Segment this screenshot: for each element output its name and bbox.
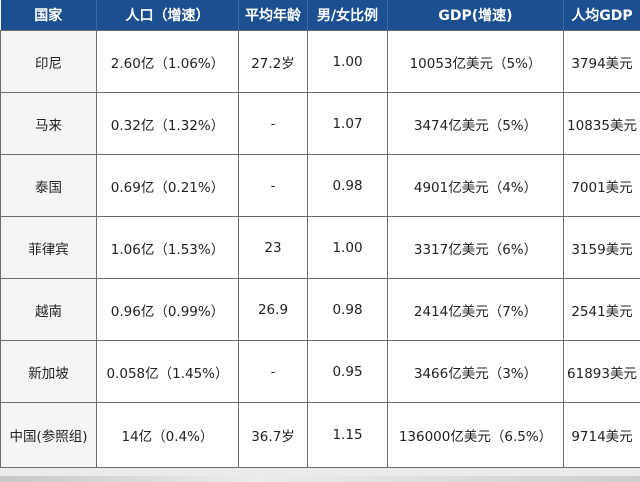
country-cell: 中国(参照组)	[0, 402, 97, 468]
table-cell: -	[238, 340, 308, 403]
table-body: 印尼 2.60亿（1.06%） 27.2岁 1.00 10053亿美元（5%） 3794美…	[0, 30, 640, 468]
column-header: 人口（增速）	[96, 0, 239, 31]
table-cell: 0.95	[307, 340, 388, 403]
table-cell: 3159美元	[563, 216, 640, 279]
table-cell: 0.96亿（0.99%）	[96, 278, 239, 341]
table-cell: -	[238, 154, 308, 217]
table-cell: 14亿（0.4%）	[96, 402, 239, 468]
country-cell: 新加坡	[0, 340, 97, 403]
column-header: 人均GDP	[563, 0, 640, 31]
table-row: 泰国 0.69亿（0.21%） -0.98 4901亿美元（4%） 7001美元	[0, 154, 640, 217]
table-cell: 26.9	[238, 278, 308, 341]
country-cell: 马来	[0, 92, 97, 155]
table-cell: 2541美元	[563, 278, 640, 341]
country-comparison-table: 国家 人口（增速） 平均年龄 男/女比例 GDP(增速) 人均GDP 印尼 2.60亿（1.…	[0, 0, 640, 468]
table-cell: 36.7岁	[238, 402, 308, 468]
table-row: 中国(参照组) 14亿（0.4%） 36.7岁 1.15 136000亿美元（6.5%）…	[0, 402, 640, 468]
table-row: 菲律宾 1.06亿（1.53%） 23 1.00 3317亿美元（6%） 3159美元	[0, 216, 640, 279]
table-cell: 9714美元	[563, 402, 640, 468]
table-cell: 0.32亿（1.32%）	[96, 92, 239, 155]
country-cell: 越南	[0, 278, 97, 341]
table-cell: 136000亿美元（6.5%）	[387, 402, 564, 468]
header-row: 国家 人口（增速） 平均年龄 男/女比例 GDP(增速) 人均GDP	[0, 0, 640, 31]
table-cell: 7001美元	[563, 154, 640, 217]
table-cell: 0.69亿（0.21%）	[96, 154, 239, 217]
table-cell: 4901亿美元（4%）	[387, 154, 564, 217]
table-cell: 3317亿美元（6%）	[387, 216, 564, 279]
country-cell: 菲律宾	[0, 216, 97, 279]
country-cell: 泰国	[0, 154, 97, 217]
table-cell: 1.07	[307, 92, 388, 155]
table-header: 国家 人口（增速） 平均年龄 男/女比例 GDP(增速) 人均GDP	[0, 0, 640, 31]
table-cell: 2.60亿（1.06%）	[96, 30, 239, 93]
column-header: 平均年龄	[238, 0, 308, 31]
table-cell: 1.15	[307, 402, 388, 468]
table-cell: -	[238, 92, 308, 155]
table-cell: 0.98	[307, 154, 388, 217]
table-cell: 61893美元	[563, 340, 640, 403]
table-cell: 27.2岁	[238, 30, 308, 93]
table-cell: 10053亿美元（5%）	[387, 30, 564, 93]
table-row: 越南 0.96亿（0.99%） 26.9 0.98 2414亿美元（7%） 2541美元	[0, 278, 640, 341]
table-cell: 3466亿美元（3%）	[387, 340, 564, 403]
table-cell: 3474亿美元（5%）	[387, 92, 564, 155]
column-header: 男/女比例	[307, 0, 388, 31]
bottom-edge-bar	[0, 476, 640, 482]
table-cell: 1.00	[307, 30, 388, 93]
table-cell: 0.058亿（1.45%）	[96, 340, 239, 403]
table-row: 印尼 2.60亿（1.06%） 27.2岁 1.00 10053亿美元（5%） 3794美…	[0, 30, 640, 93]
table-cell: 10835美元	[563, 92, 640, 155]
table-row: 马来 0.32亿（1.32%） -1.07 3474亿美元（5%） 10835美元	[0, 92, 640, 155]
table-cell: 0.98	[307, 278, 388, 341]
table-cell: 23	[238, 216, 308, 279]
table-cell: 2414亿美元（7%）	[387, 278, 564, 341]
country-cell: 印尼	[0, 30, 97, 93]
table-cell: 1.00	[307, 216, 388, 279]
column-header: GDP(增速)	[387, 0, 564, 31]
table-cell: 1.06亿（1.53%）	[96, 216, 239, 279]
table-row: 新加坡 0.058亿（1.45%） -0.95 3466亿美元（3%） 61893美元	[0, 340, 640, 403]
table-cell: 3794美元	[563, 30, 640, 93]
column-header: 国家	[0, 0, 97, 31]
